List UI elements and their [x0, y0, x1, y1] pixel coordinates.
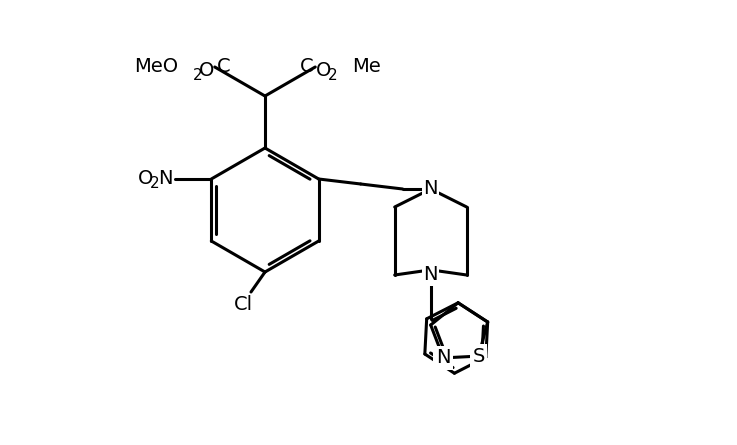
Text: O: O	[199, 61, 214, 81]
Text: N: N	[424, 266, 438, 284]
Text: S: S	[472, 347, 485, 366]
Text: 2: 2	[193, 68, 203, 82]
Text: O: O	[315, 61, 331, 81]
Text: N: N	[424, 179, 438, 198]
Text: Me: Me	[352, 57, 381, 76]
Text: 2: 2	[327, 68, 337, 82]
Text: MeO: MeO	[133, 57, 178, 76]
Text: O: O	[138, 169, 153, 187]
Text: C: C	[217, 57, 231, 76]
Text: C: C	[300, 57, 313, 76]
Text: N: N	[158, 169, 172, 187]
Text: 2: 2	[150, 175, 159, 190]
Text: Cl: Cl	[234, 295, 253, 313]
Text: N: N	[436, 348, 450, 368]
